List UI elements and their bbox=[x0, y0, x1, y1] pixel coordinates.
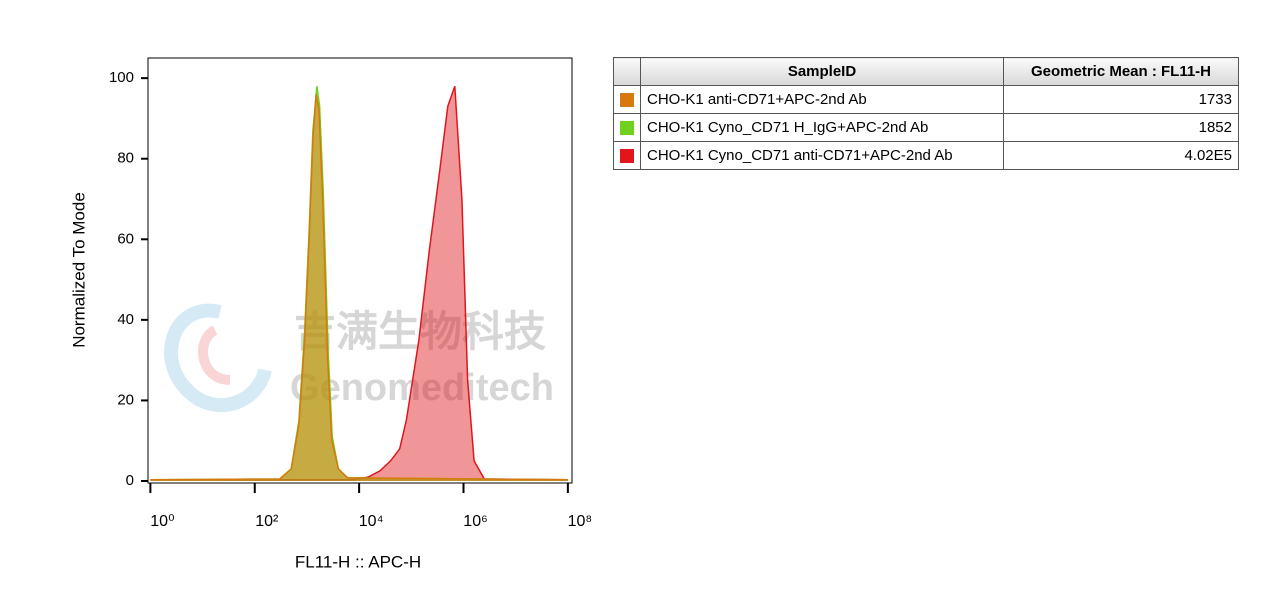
x-axis-label: FL11-H :: APC-H bbox=[295, 552, 421, 571]
histogram-line bbox=[150, 94, 568, 481]
watermark-en: Genomeditech bbox=[290, 367, 554, 409]
geometric-mean: 1733 bbox=[1003, 85, 1239, 114]
x-tick-label: 10⁴ bbox=[359, 513, 384, 530]
geometric-mean: 4.02E5 bbox=[1003, 141, 1239, 170]
column-header: Geometric Mean : FL11-H bbox=[1003, 57, 1239, 86]
area-fill bbox=[150, 94, 568, 482]
color-swatch bbox=[620, 148, 634, 163]
y-tick-label: 40 bbox=[117, 311, 134, 328]
watermark-logo bbox=[164, 303, 272, 413]
table-row: CHO-K1 Cyno_CD71 H_IgG+APC-2nd Ab 1852 bbox=[613, 113, 1239, 142]
y-tick-label: 100 bbox=[109, 69, 134, 86]
stats-table: SampleID Geometric Mean : FL11-H CHO-K1 … bbox=[613, 57, 1239, 170]
x-tick-label: 10⁶ bbox=[463, 513, 487, 530]
table-row: CHO-K1 Cyno_CD71 anti-CD71+APC-2nd Ab 4.0… bbox=[613, 141, 1239, 170]
header-row: SampleID Geometric Mean : FL11-H bbox=[613, 57, 1239, 86]
swatch-cell bbox=[613, 141, 641, 170]
swatch-cell bbox=[613, 85, 641, 114]
area-fill bbox=[150, 86, 568, 481]
y-tick-label: 0 bbox=[126, 472, 134, 489]
histogram-line bbox=[150, 86, 568, 481]
x-tick-label: 10⁰ bbox=[150, 513, 174, 530]
sample-id: CHO-K1 Cyno_CD71 anti-CD71+APC-2nd Ab bbox=[640, 141, 1004, 170]
color-swatch bbox=[620, 92, 634, 107]
swatch-header bbox=[613, 57, 641, 86]
x-tick-label: 10⁸ bbox=[568, 513, 593, 530]
column-header: SampleID bbox=[640, 57, 1004, 86]
area-fill bbox=[150, 86, 568, 481]
y-axis-label: Normalized To Mode bbox=[69, 192, 88, 348]
y-tick-label: 60 bbox=[117, 230, 134, 247]
y-tick-label: 20 bbox=[117, 391, 134, 408]
chart: 吉满生物科技 Genomeditech FL11-H :: APC-H Norm… bbox=[69, 57, 593, 571]
histogram-line bbox=[150, 85, 568, 481]
sample-id: CHO-K1 anti-CD71+APC-2nd Ab bbox=[640, 85, 1004, 114]
table-row: CHO-K1 anti-CD71+APC-2nd Ab 1733 bbox=[613, 85, 1239, 114]
x-tick-label: 10² bbox=[255, 513, 279, 530]
plot-frame bbox=[147, 57, 573, 484]
swatch-cell bbox=[613, 113, 641, 142]
sample-id: CHO-K1 Cyno_CD71 H_IgG+APC-2nd Ab bbox=[640, 113, 1004, 142]
geometric-mean: 1852 bbox=[1003, 113, 1239, 142]
y-tick-label: 80 bbox=[117, 150, 134, 167]
color-swatch bbox=[620, 120, 634, 135]
